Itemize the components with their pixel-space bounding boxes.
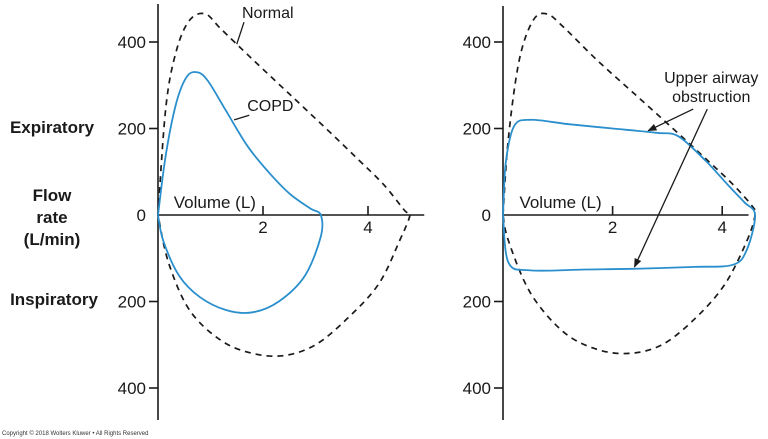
copd-leader-line (233, 114, 250, 121)
y-tick-label: 200 (118, 293, 146, 312)
expiratory-label: Expiratory (9, 118, 95, 137)
copd-loop-line (157, 71, 324, 314)
y-tick-label: 0 (137, 206, 146, 225)
copd-annotation: COPD (247, 98, 293, 115)
x-tick-label: 4 (363, 218, 372, 237)
flow-rate-label: Flow rate (L/min) (2, 185, 102, 251)
x-tick-label: 2 (608, 218, 617, 237)
x-tick-label: 4 (717, 218, 726, 237)
y-tick-label: 400 (463, 33, 491, 52)
normal-loop-line (502, 12, 757, 355)
inspiratory-label: Inspiratory (10, 290, 98, 309)
x-tick-label: 2 (258, 218, 267, 237)
normal-annotation: Normal (242, 5, 294, 22)
y-tick-label: 400 (463, 379, 491, 398)
upper-airway-obstruction-arrow (633, 108, 708, 268)
x-axis-label: Volume (L) (174, 193, 256, 212)
y-tick-label: 0 (482, 206, 491, 225)
flow-rate-label-line2: rate (36, 208, 68, 227)
upper-airway-obstruction-loop-line (502, 118, 757, 272)
y-tick-label: 200 (118, 120, 146, 139)
upper-airway-flow-volume-panel: 400 200 0 200 400 2 4 Volume (L) Upper airway obs… (463, 6, 758, 420)
copyright-notice: Copyright © 2018 Wolters Kluwer • All Ri… (2, 431, 149, 437)
flow-rate-label-line1: Flow (32, 186, 72, 205)
y-tick-label: 400 (118, 33, 146, 52)
y-tick-label: 400 (118, 379, 146, 398)
normal-leader-line (236, 22, 245, 45)
copd-flow-volume-panel: 400 200 0 200 400 2 4 Volume (L) Normal COPD (118, 4, 425, 420)
y-tick-label: 200 (463, 120, 491, 139)
normal-loop-line (157, 12, 412, 358)
upper-airway-obstruction-annotation-line1: Upper airway (664, 70, 758, 87)
x-axis-label: Volume (L) (519, 193, 601, 212)
y-tick-label: 200 (463, 293, 491, 312)
upper-airway-obstruction-arrow (647, 108, 694, 132)
flow-rate-label-line3: (L/min) (23, 230, 81, 249)
upper-airway-obstruction-annotation-line2: obstruction (672, 89, 750, 106)
